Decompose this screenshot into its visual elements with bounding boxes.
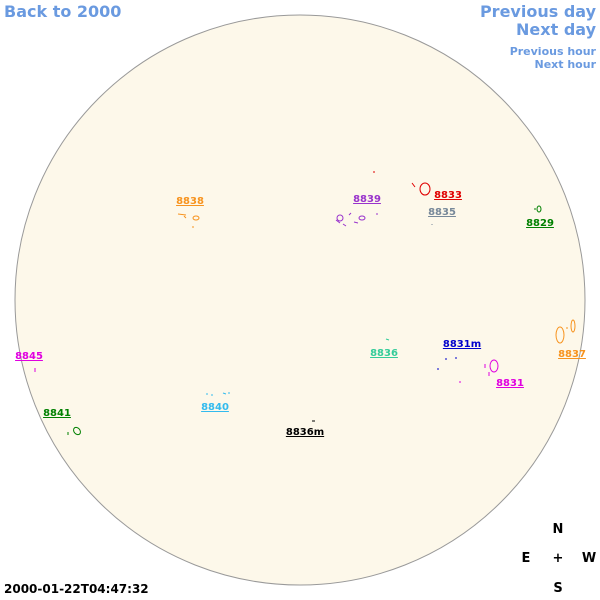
- compass-north: N: [552, 522, 564, 537]
- region-link[interactable]: 8841: [43, 408, 71, 419]
- region-link[interactable]: 8839: [353, 194, 381, 205]
- region-link[interactable]: 8831m: [442, 339, 482, 350]
- region-link[interactable]: 8845: [15, 351, 43, 362]
- region-link[interactable]: 8836: [370, 348, 398, 359]
- region-link[interactable]: 8829: [526, 218, 554, 229]
- compass-center: +: [552, 551, 564, 566]
- next-hour-link[interactable]: Next hour: [534, 58, 597, 71]
- region-link[interactable]: 8831: [496, 378, 524, 389]
- region-link[interactable]: 8833: [434, 190, 462, 201]
- sunspots: [34, 171, 576, 436]
- solar-disk: [14, 14, 586, 586]
- back-link[interactable]: Back to 2000: [4, 2, 122, 21]
- compass-west: W: [581, 551, 597, 566]
- compass-east: E: [521, 551, 531, 566]
- region-link[interactable]: 8837: [558, 349, 586, 360]
- region-link[interactable]: 8835: [428, 207, 456, 218]
- previous-hour-link[interactable]: Previous hour: [509, 45, 596, 58]
- timestamp: 2000-01-22T04:47:32: [4, 582, 149, 596]
- region-link[interactable]: 8836m: [285, 427, 325, 438]
- region-link[interactable]: 8838: [176, 196, 204, 207]
- next-day-link[interactable]: Next day: [516, 20, 596, 39]
- region-link[interactable]: 8840: [201, 402, 229, 413]
- compass-south: S: [553, 581, 563, 596]
- previous-day-link[interactable]: Previous day: [479, 2, 596, 21]
